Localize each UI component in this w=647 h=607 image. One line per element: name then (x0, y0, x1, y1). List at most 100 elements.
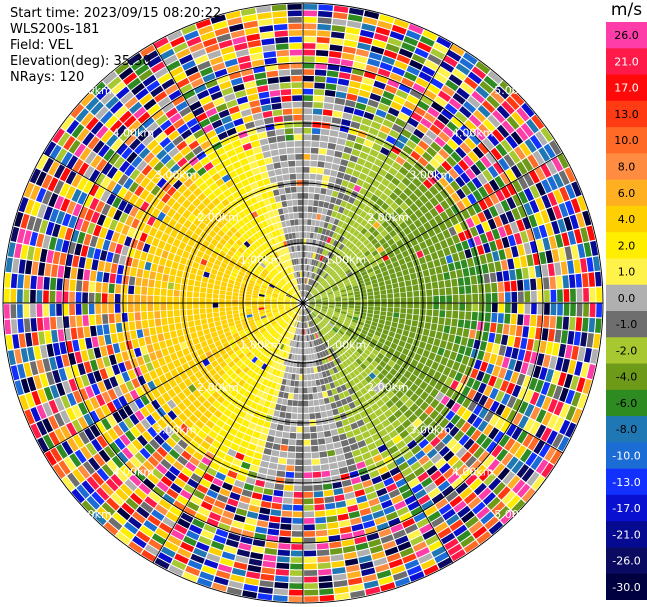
velocity-gate (212, 373, 221, 381)
velocity-gate (305, 315, 307, 322)
velocity-gate (440, 356, 449, 366)
velocity-gate (260, 315, 267, 319)
velocity-gate (465, 473, 478, 486)
velocity-gate (317, 431, 325, 439)
velocity-gate (405, 172, 416, 182)
velocity-gate (355, 273, 362, 279)
velocity-gate (347, 504, 359, 513)
velocity-gate (82, 132, 95, 146)
velocity-gate (557, 289, 563, 302)
velocity-gate (377, 20, 393, 30)
velocity-gate (330, 123, 340, 131)
velocity-gate (198, 182, 209, 192)
velocity-gate (287, 282, 292, 288)
velocity-gate (225, 385, 234, 394)
velocity-gate (170, 245, 178, 254)
velocity-gate (303, 238, 307, 245)
velocity-gate (396, 345, 404, 353)
velocity-gate (487, 133, 500, 147)
velocity-gate (335, 365, 342, 372)
velocity-gate (318, 148, 327, 155)
velocity-gate (380, 368, 389, 377)
velocity-gate (303, 459, 312, 466)
velocity-gate (318, 200, 325, 208)
velocity-gate (517, 291, 524, 303)
velocity-gate (586, 333, 594, 348)
velocity-gate (43, 206, 53, 221)
velocity-gate (567, 359, 577, 375)
velocity-gate (128, 541, 144, 554)
velocity-gate (311, 312, 316, 318)
velocity-gate (210, 268, 218, 275)
velocity-gate (348, 196, 356, 204)
velocity-gate (59, 341, 67, 355)
velocity-gate (105, 115, 118, 129)
velocity-gate (291, 373, 296, 380)
velocity-gate (425, 129, 438, 141)
velocity-gate (368, 538, 382, 548)
velocity-gate (319, 289, 325, 294)
velocity-gate (240, 461, 251, 470)
velocity-gate (262, 494, 273, 502)
velocity-gate (413, 296, 420, 303)
velocity-gate (278, 299, 284, 301)
velocity-gate (282, 330, 287, 336)
velocity-gate (281, 312, 287, 317)
velocity-gate (372, 454, 383, 463)
velocity-gate (111, 138, 123, 152)
velocity-gate (185, 445, 196, 456)
velocity-gate (168, 378, 178, 388)
velocity-gate (362, 573, 377, 583)
velocity-gate (276, 265, 282, 272)
velocity-gate (111, 364, 121, 376)
velocity-gate (318, 288, 324, 293)
velocity-gate (427, 54, 442, 66)
velocity-gate (159, 257, 167, 266)
velocity-gate (391, 385, 400, 395)
velocity-gate (77, 327, 84, 339)
velocity-gate (375, 423, 385, 432)
velocity-gate (295, 292, 300, 298)
velocity-gate (443, 272, 451, 280)
velocity-gate (230, 257, 238, 264)
velocity-gate (289, 289, 295, 294)
velocity-gate (456, 327, 464, 336)
velocity-gate (306, 308, 311, 314)
velocity-gate (364, 485, 376, 495)
velocity-gate (392, 317, 399, 323)
velocity-gate (313, 366, 318, 373)
velocity-gate (273, 489, 284, 497)
velocity-gate (318, 581, 333, 589)
velocity-gate (456, 188, 466, 200)
velocity-gate (140, 395, 150, 406)
velocity-gate (241, 335, 249, 342)
velocity-gate (380, 311, 387, 316)
velocity-gate (517, 387, 528, 400)
velocity-gate (363, 392, 372, 401)
velocity-gate (541, 328, 549, 341)
velocity-gate (387, 182, 397, 192)
velocity-gate (200, 140, 211, 150)
velocity-gate (175, 276, 182, 284)
velocity-gate (20, 213, 30, 229)
velocity-gate (436, 364, 446, 373)
velocity-gate (277, 349, 282, 356)
velocity-gate (382, 540, 397, 550)
velocity-gate (495, 355, 504, 367)
velocity-gate (345, 202, 353, 210)
velocity-gate (95, 106, 109, 120)
velocity-gate (466, 377, 475, 388)
velocity-gate (232, 306, 239, 311)
velocity-gate (392, 472, 404, 482)
velocity-gate (422, 29, 438, 41)
velocity-gate (477, 142, 490, 155)
velocity-gate (335, 278, 342, 284)
velocity-gate (403, 274, 411, 281)
velocity-gate (335, 350, 341, 357)
velocity-gate (303, 43, 316, 49)
velocity-gate (268, 429, 276, 436)
velocity-gate (271, 299, 277, 302)
velocity-gate (561, 232, 570, 247)
velocity-gate (33, 247, 42, 262)
velocity-gate (395, 390, 405, 399)
